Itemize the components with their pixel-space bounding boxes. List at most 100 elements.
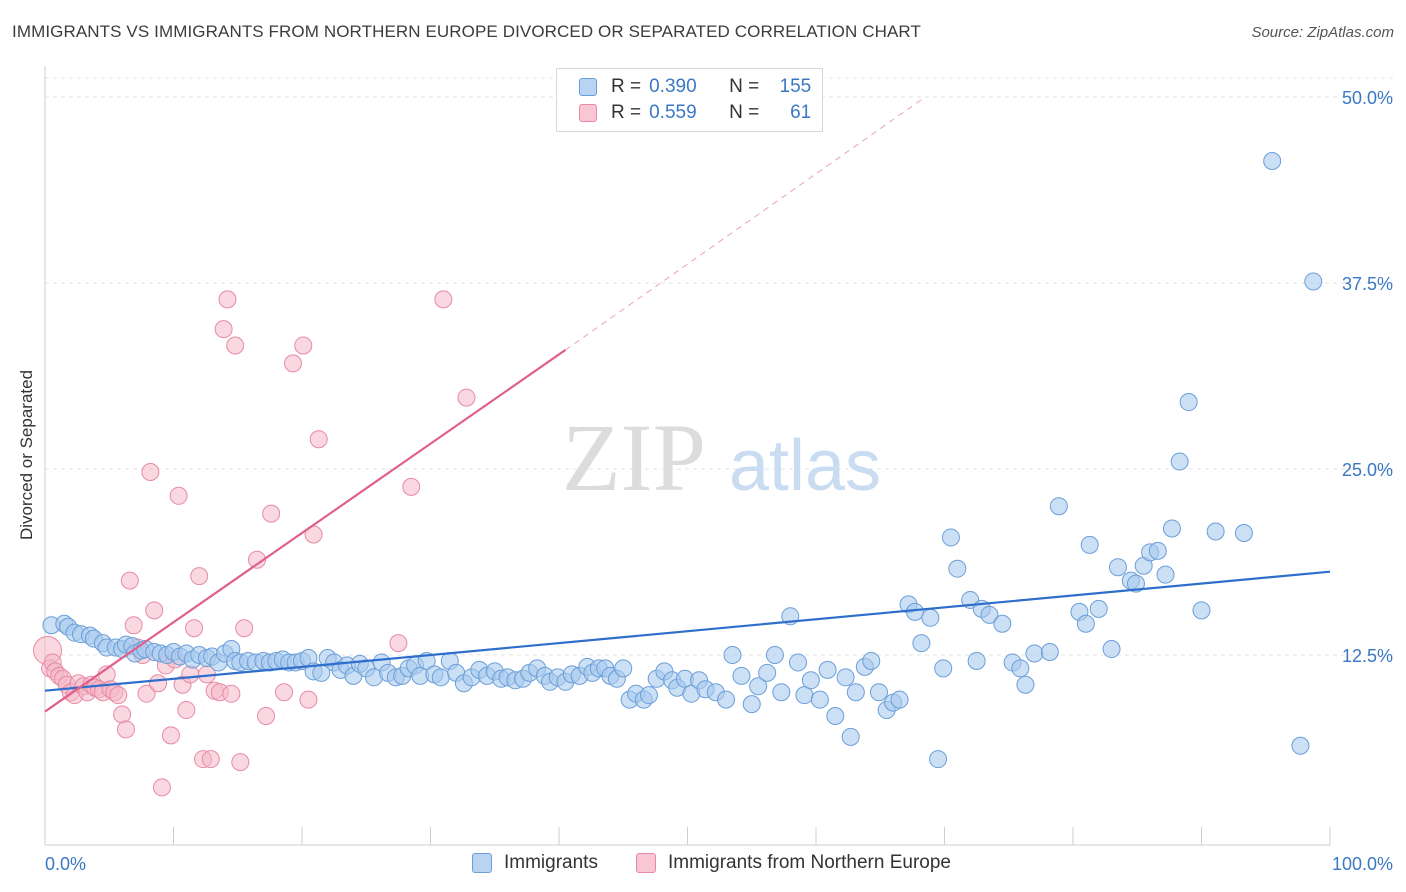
- point-immigrants: [1089, 599, 1108, 618]
- point-immigrants: [948, 559, 967, 578]
- point-northern-europe: [161, 726, 180, 745]
- point-immigrants: [1126, 574, 1145, 593]
- point-immigrants: [1206, 522, 1225, 541]
- point-northern-europe: [177, 701, 196, 720]
- point-immigrants: [921, 608, 940, 627]
- point-northern-europe: [222, 684, 241, 703]
- source-credit: Source: ZipAtlas.com: [1251, 24, 1394, 41]
- point-immigrants: [1162, 519, 1181, 538]
- point-immigrants: [717, 690, 736, 709]
- x-tick-label: 0.0%: [45, 854, 86, 874]
- point-northern-europe: [124, 616, 143, 635]
- y-tick-label: 37.5%: [1342, 274, 1393, 294]
- point-immigrants: [1156, 565, 1175, 584]
- point-immigrants: [801, 671, 820, 690]
- trend-extension-northern-europe: [565, 96, 926, 351]
- y-tick-label: 12.5%: [1342, 646, 1393, 666]
- point-immigrants: [1148, 541, 1167, 560]
- point-immigrants: [941, 528, 960, 547]
- point-immigrants: [765, 646, 784, 664]
- legend-item-northern-europe: Immigrants from Northern Europe: [636, 852, 951, 874]
- point-immigrants: [1049, 497, 1068, 516]
- legend-label-immigrants: Immigrants: [504, 852, 598, 873]
- point-immigrants: [1291, 736, 1310, 755]
- point-northern-europe: [248, 550, 267, 569]
- point-immigrants: [758, 663, 777, 682]
- point-immigrants: [732, 666, 751, 685]
- point-immigrants: [1080, 535, 1099, 554]
- point-northern-europe: [309, 430, 328, 449]
- chart-title: IMMIGRANTS VS IMMIGRANTS FROM NORTHERN E…: [12, 22, 921, 41]
- legend-r-label: R =: [611, 102, 642, 123]
- point-immigrants: [1016, 675, 1035, 694]
- point-northern-europe: [145, 601, 164, 620]
- point-immigrants: [967, 651, 986, 670]
- point-immigrants: [1040, 643, 1059, 662]
- y-tick-label: 50.0%: [1342, 88, 1393, 108]
- point-immigrants: [905, 602, 924, 621]
- point-northern-europe: [149, 674, 168, 693]
- point-immigrants: [836, 668, 855, 687]
- point-immigrants: [1170, 452, 1189, 471]
- axes: [44, 66, 1331, 846]
- point-northern-europe: [169, 486, 188, 505]
- legend-swatch-pink: [579, 104, 597, 122]
- point-northern-europe: [231, 753, 250, 772]
- legend-label-northern-europe: Immigrants from Northern Europe: [668, 852, 951, 873]
- point-northern-europe: [262, 504, 281, 523]
- correlation-legend: R = 0.390 N = 155 R = 0.559 N = 61: [556, 68, 823, 132]
- point-immigrants: [1234, 523, 1253, 542]
- point-northern-europe: [113, 705, 132, 724]
- point-northern-europe: [214, 320, 233, 339]
- grid-lines: [45, 77, 1393, 656]
- legend-n-value: 155: [779, 76, 812, 97]
- watermark: ZIP atlas: [562, 404, 881, 511]
- point-northern-europe: [402, 477, 421, 496]
- point-immigrants: [1192, 601, 1211, 620]
- point-northern-europe: [181, 665, 200, 684]
- point-immigrants: [929, 750, 948, 769]
- point-northern-europe: [275, 683, 294, 702]
- point-northern-europe: [190, 567, 209, 586]
- legend-swatch-pink: [636, 853, 656, 873]
- point-immigrants: [789, 653, 808, 672]
- point-immigrants: [862, 651, 881, 670]
- watermark-atlas: atlas: [729, 426, 881, 506]
- series-immigrants-points: [42, 151, 1323, 769]
- point-immigrants: [639, 686, 658, 705]
- point-immigrants: [810, 690, 829, 709]
- series-legend: Immigrants Immigrants from Northern Euro…: [0, 852, 1406, 878]
- legend-n-label: N =: [729, 76, 760, 97]
- point-northern-europe: [457, 388, 476, 407]
- point-immigrants: [742, 695, 761, 714]
- point-northern-europe: [109, 686, 128, 705]
- point-immigrants: [1076, 614, 1095, 633]
- legend-swatch-blue: [472, 853, 492, 873]
- point-immigrants: [869, 683, 888, 702]
- point-immigrants: [1025, 644, 1044, 663]
- legend-swatch-blue: [579, 78, 597, 96]
- point-northern-europe: [185, 619, 204, 638]
- point-immigrants: [1011, 659, 1030, 678]
- trend-line-northern-europe: [44, 349, 567, 713]
- tick-labels: 12.5% 25.0% 37.5% 50.0% 0.0% 100.0%: [45, 88, 1393, 874]
- point-northern-europe: [389, 634, 408, 653]
- point-northern-europe: [201, 750, 220, 769]
- point-immigrants: [841, 727, 860, 746]
- point-immigrants: [1263, 151, 1282, 170]
- legend-r-value: 0.559: [649, 102, 697, 123]
- point-immigrants: [431, 668, 450, 687]
- point-immigrants: [980, 605, 999, 624]
- point-immigrants: [749, 677, 768, 696]
- x-tick-label: 100.0%: [1332, 854, 1393, 874]
- point-immigrants: [826, 707, 845, 726]
- watermark-zip: ZIP: [562, 404, 706, 511]
- point-northern-europe: [152, 778, 171, 797]
- point-northern-europe: [434, 290, 453, 309]
- legend-row-northern-europe: R = 0.559 N = 61: [579, 100, 811, 126]
- legend-item-immigrants: Immigrants: [472, 852, 598, 874]
- point-immigrants: [890, 690, 909, 709]
- point-northern-europe: [141, 462, 160, 481]
- point-northern-europe: [218, 290, 237, 309]
- trend-lines: [44, 96, 1331, 713]
